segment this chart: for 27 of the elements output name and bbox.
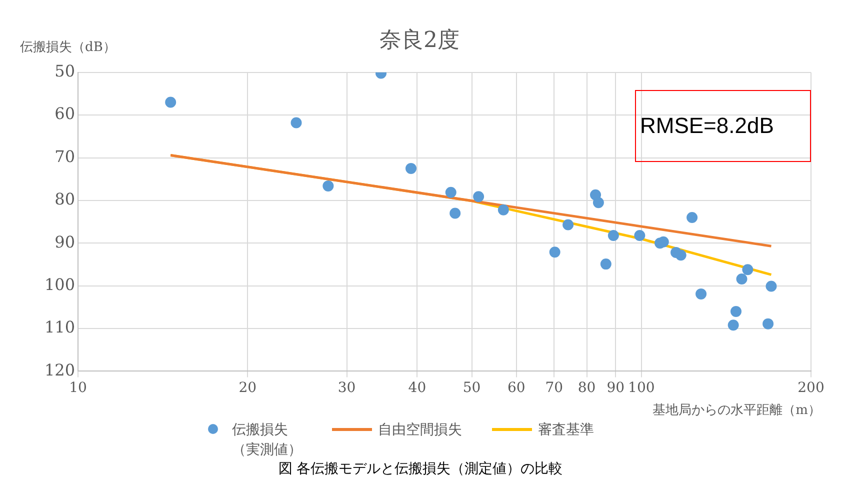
y-tick-label: 90 (54, 232, 75, 252)
y-tick-label: 60 (54, 104, 75, 124)
x-tick-label: 70 (545, 380, 564, 396)
x-tick-label: 40 (408, 380, 426, 396)
y-tick-label: 70 (54, 146, 75, 166)
legend-label: 自由空間損失 (378, 421, 462, 440)
y-tick-label: 110 (44, 318, 75, 337)
x-tick-label: 20 (238, 380, 257, 396)
text: 図 各伝搬モデルと伝搬損失（測定値）の比較 (277, 460, 564, 478)
x-tick-label: 200 (798, 380, 824, 396)
x-tick-label: 100 (628, 380, 655, 396)
annotation: RMSE=8.2dB (635, 90, 811, 162)
x-axis-title: 基地局からの水平距離（m） (652, 402, 821, 419)
x-tick-label: 90 (606, 380, 625, 396)
x-tick-label: 10 (69, 380, 87, 396)
legend-label: 審査基準 (538, 421, 594, 440)
x-tick-label: 60 (507, 380, 526, 396)
x-tick-label: 30 (338, 380, 356, 396)
x-tick-label: 50 (462, 380, 481, 396)
y-tick-label: 80 (54, 190, 75, 209)
y-tick-label: 50 (54, 62, 75, 81)
y-tick-label: 100 (44, 274, 75, 294)
x-tick-label: 80 (578, 380, 596, 396)
legend-label: 伝搬損失（実測値） (232, 421, 302, 460)
y-axis-title: 伝搬損失（dB） (20, 39, 116, 56)
y-tick-label: 120 (44, 360, 75, 380)
chart-title: 奈良2度 (380, 28, 460, 53)
